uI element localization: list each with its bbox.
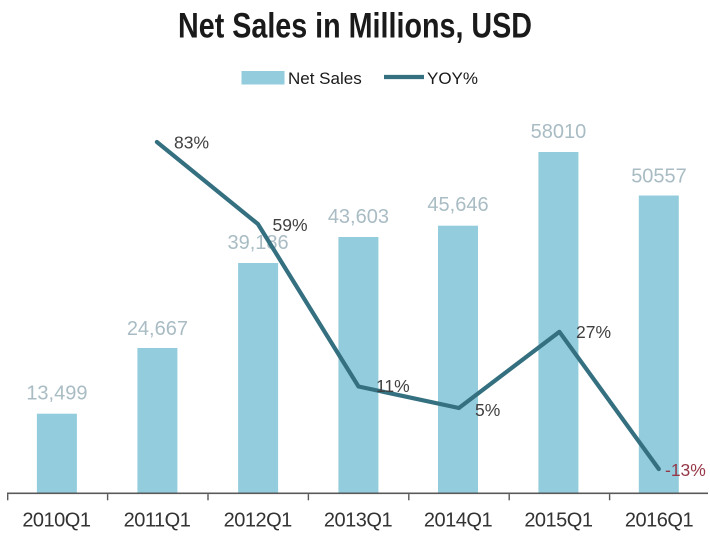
svg-text:58010: 58010 [531,121,587,143]
svg-text:2014Q1: 2014Q1 [424,510,493,532]
svg-text:Net Sales in Millions, USD: Net Sales in Millions, USD [178,6,532,45]
svg-text:2012Q1: 2012Q1 [224,510,293,532]
svg-text:5%: 5% [475,400,500,420]
svg-text:2010Q1: 2010Q1 [22,510,91,532]
svg-text:Net Sales: Net Sales [288,69,362,88]
svg-text:43,603: 43,603 [328,206,389,228]
svg-text:2015Q1: 2015Q1 [524,510,593,532]
svg-text:2013Q1: 2013Q1 [324,510,393,532]
svg-text:13,499: 13,499 [26,383,87,405]
svg-text:83%: 83% [174,133,209,153]
svg-text:59%: 59% [273,215,308,235]
svg-text:2011Q1: 2011Q1 [124,510,191,532]
svg-text:50557: 50557 [631,166,687,188]
svg-text:YOY%: YOY% [427,69,478,88]
svg-text:27%: 27% [576,322,611,342]
svg-text:39,186: 39,186 [228,232,289,254]
svg-text:11%: 11% [376,376,410,396]
svg-text:2016Q1: 2016Q1 [625,510,694,532]
svg-text:24,667: 24,667 [127,318,188,340]
svg-text:45,646: 45,646 [427,194,488,216]
svg-text:-13%: -13% [665,460,706,480]
